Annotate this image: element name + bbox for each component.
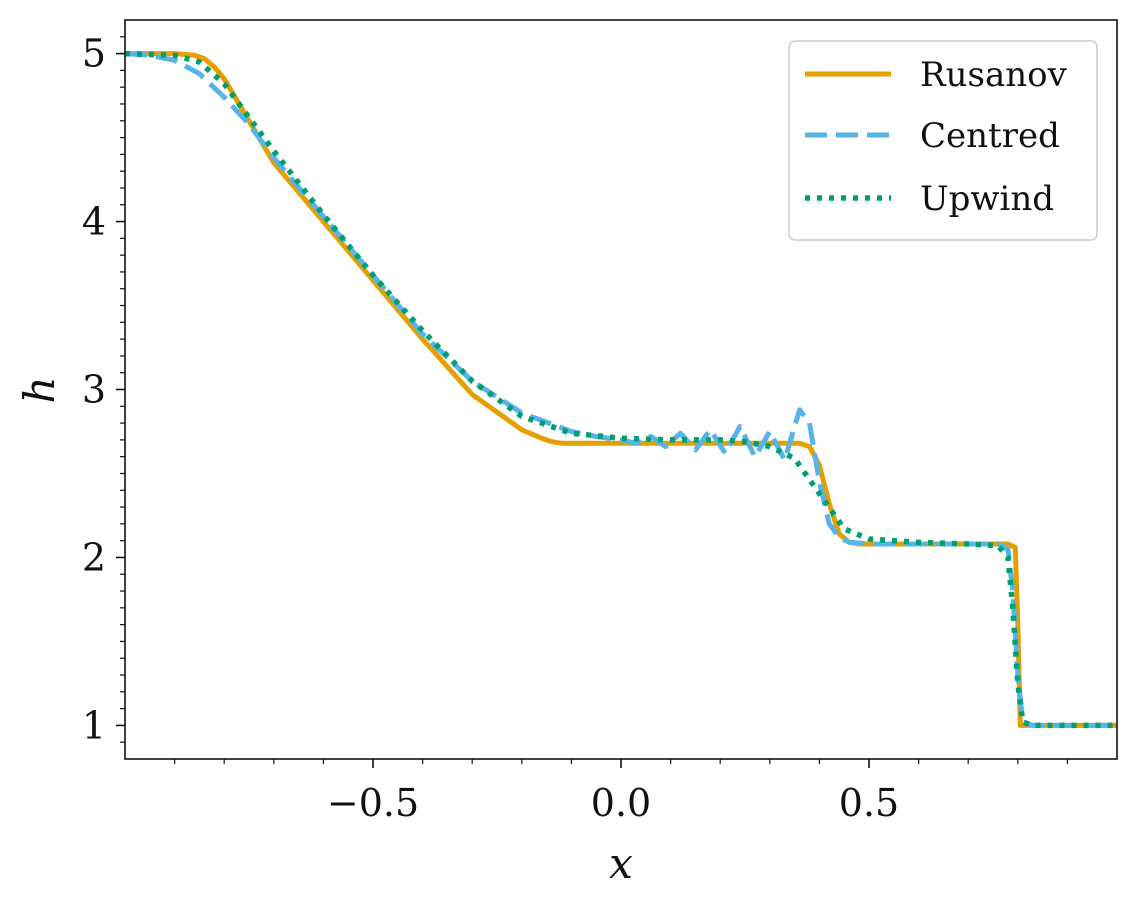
ticks-layer: −0.5 0.0 0.5 1 2 3 4 5 [82,32,1069,825]
y-tick-label: 4 [82,200,106,244]
y-tick-label: 5 [82,32,106,76]
y-tick-label: 3 [82,368,106,412]
legend-label-rusanov: Rusanov [920,55,1068,95]
y-tick-label: 2 [82,535,106,579]
series-line-upwind [125,50,1117,729]
x-tick-label: 0.5 [839,781,899,825]
series-layer [125,50,1117,729]
x-axis-label: x [609,839,633,888]
series-line-centred [125,51,1117,728]
legend: Rusanov Centred Upwind [788,40,1098,241]
legend-box [788,40,1098,241]
y-tick-label: 1 [82,703,106,747]
x-tick-label: −0.5 [327,781,419,825]
y-axis-label: h [15,376,64,403]
legend-label-centred: Centred [920,116,1060,156]
x-tick-label: 0.0 [591,781,651,825]
legend-label-upwind: Upwind [920,179,1054,219]
